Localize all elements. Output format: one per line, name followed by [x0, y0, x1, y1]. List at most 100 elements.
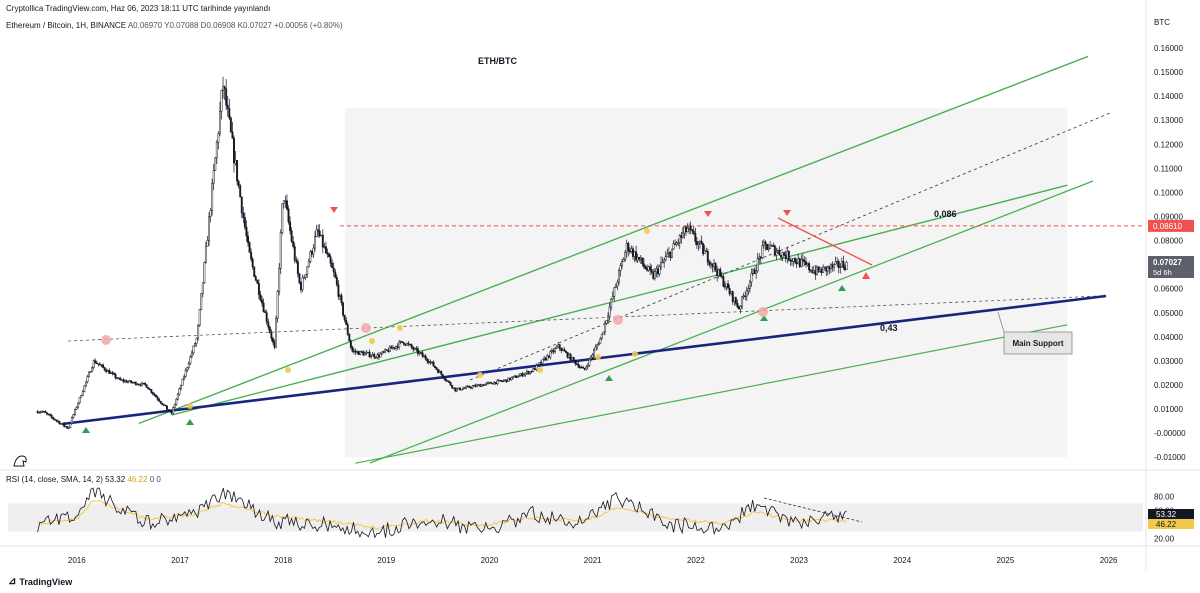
candle-body [363, 352, 366, 356]
channel-lower-line-2 [369, 180, 1094, 464]
candle-body [214, 157, 217, 171]
candle-body [702, 243, 705, 255]
callout-box [997, 311, 1073, 355]
publish-info: Cryptollica TradingView.com, Haz 06, 202… [6, 4, 271, 13]
candle-body [392, 347, 394, 349]
candle-body [75, 406, 78, 410]
candle-body [558, 344, 561, 349]
candle-body [508, 377, 511, 381]
candle-body [465, 386, 468, 389]
price-level-badge [1148, 219, 1194, 232]
candle-body [175, 398, 178, 405]
candle-body [195, 337, 198, 344]
candle-body [310, 251, 313, 255]
candle-body [217, 133, 220, 143]
candle-body [599, 338, 602, 345]
close-value: K0.07027 [237, 21, 272, 30]
candle-body [420, 352, 422, 354]
candle-body [102, 364, 104, 368]
rsi-indicator-label[interactable]: RSI (14, close, SMA, 14, 2) [6, 475, 103, 484]
candle-body [233, 137, 235, 164]
candle-body [223, 86, 226, 90]
candle-body [407, 343, 410, 345]
candle-body [228, 108, 231, 119]
candle-body [200, 293, 203, 310]
candle-body [137, 384, 140, 386]
candle-body [619, 265, 622, 271]
candle-body [748, 281, 751, 289]
candle-body [159, 400, 162, 404]
pivot-point-icon [537, 367, 543, 373]
candle-body [201, 282, 204, 294]
candle-body [64, 425, 67, 428]
candle-body [94, 360, 97, 364]
chart-title: ETH/BTC [478, 56, 517, 66]
candle-body [292, 241, 295, 247]
candle-body [585, 366, 588, 370]
candle-body [814, 270, 817, 275]
candle-body [744, 295, 747, 297]
candle-body [709, 263, 712, 265]
candle-body [786, 251, 789, 260]
candle-body [423, 355, 426, 358]
rsi-legend-ma: 46.22 [127, 475, 148, 484]
symbol-name[interactable]: Ethereum / Bitcoin, 1H, BINANCE [6, 21, 127, 30]
candle-body [738, 306, 740, 310]
candle-body [603, 323, 606, 333]
candle-body [546, 355, 549, 361]
candle-body [78, 396, 81, 404]
candle-body [409, 344, 412, 346]
candle-body [271, 338, 274, 343]
candle-body [540, 362, 542, 364]
candle-body [798, 258, 801, 267]
rsi-line [37, 487, 847, 539]
pivot-point-icon [397, 325, 403, 331]
rsi-trendline [763, 497, 863, 523]
candle-body [845, 262, 848, 270]
candle-body [742, 295, 745, 297]
candle-body [337, 284, 340, 297]
descending-trendline [777, 217, 873, 266]
candle-body [660, 261, 662, 267]
candle-body [81, 391, 84, 396]
candle-body [326, 252, 329, 255]
candle-body [416, 348, 419, 354]
candle-body [463, 387, 466, 390]
candle-body [148, 388, 151, 391]
candle-body [151, 392, 154, 395]
candle-body [47, 413, 50, 415]
support-marker-icon [82, 427, 90, 433]
candle-body [106, 370, 109, 372]
candle-body [633, 251, 636, 257]
y-tick-label: 0.16000 [1154, 44, 1183, 53]
candle-body [286, 200, 288, 210]
candle-body [521, 373, 524, 377]
candle-body [158, 398, 161, 402]
candle-body [150, 389, 153, 393]
candle-body [421, 352, 424, 357]
candle-body [362, 352, 365, 356]
candle-body [610, 298, 613, 308]
candle-body [231, 131, 234, 139]
candle-body [430, 361, 433, 363]
candle-body [236, 160, 239, 182]
candle-body [596, 344, 599, 348]
x-tick-label: 2025 [997, 556, 1015, 565]
candle-body [515, 375, 518, 378]
candle-body [290, 230, 293, 242]
candle-body [538, 362, 541, 365]
candle-body [582, 367, 585, 369]
candle-body [282, 200, 285, 204]
candle-body [52, 417, 55, 420]
candle-body [300, 282, 302, 291]
candle-body [429, 361, 432, 363]
candle-body [646, 268, 648, 271]
candle-body [510, 377, 513, 381]
rsi-value-text: 53.32 [1156, 510, 1177, 519]
candle-body [457, 387, 460, 390]
candle-body [624, 251, 627, 260]
candle-body [652, 271, 655, 279]
candle-body [812, 270, 815, 273]
candle-body [276, 291, 279, 319]
